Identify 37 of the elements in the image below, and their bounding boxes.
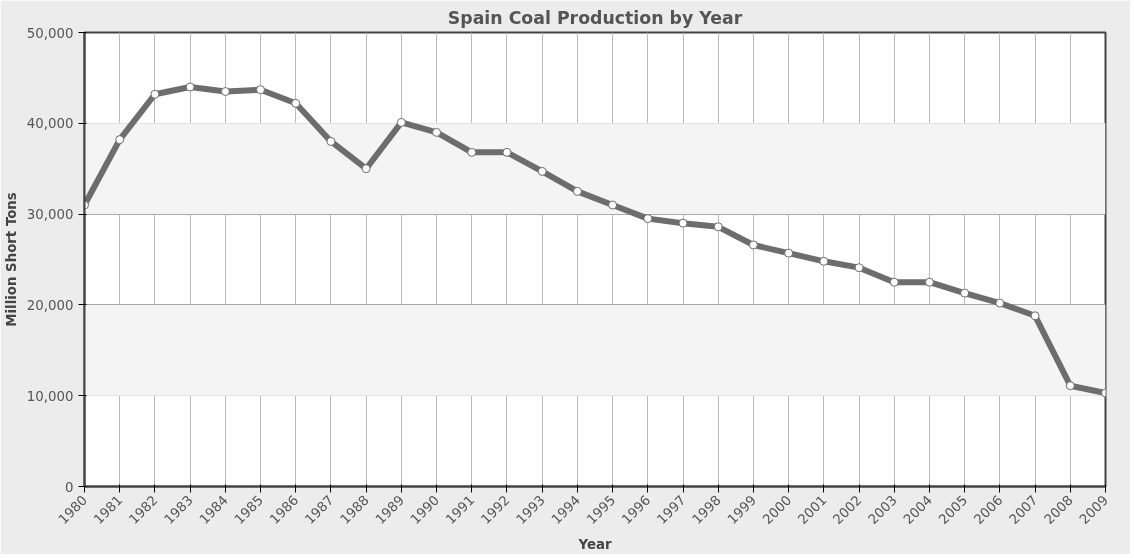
point [291, 98, 301, 108]
point [537, 166, 547, 176]
point [432, 127, 442, 137]
point [220, 87, 230, 97]
point [643, 214, 653, 224]
point [889, 277, 899, 287]
point [784, 248, 794, 258]
point [854, 263, 864, 273]
y-tick-label: 0 [65, 479, 74, 495]
chart-title: Spain Coal Production by Year [447, 7, 743, 28]
point [678, 218, 688, 228]
point [748, 240, 758, 250]
point [150, 89, 160, 99]
y-tick-label: 20,000 [26, 297, 74, 313]
point [115, 135, 125, 145]
point [256, 85, 266, 95]
point [502, 147, 512, 157]
point [396, 117, 406, 127]
y-tick-label: 10,000 [26, 388, 74, 404]
y-tick-label: 50,000 [26, 25, 74, 41]
y-tick-label: 40,000 [26, 116, 74, 132]
point [713, 222, 723, 232]
point [326, 136, 336, 146]
point [467, 147, 477, 157]
point [924, 277, 934, 287]
point [185, 82, 195, 92]
y-axis-title: Million Short Tons [3, 192, 19, 327]
point [995, 298, 1005, 308]
x-axis-title: Year [577, 536, 612, 552]
point [361, 164, 371, 174]
point [1065, 381, 1075, 391]
point [1030, 311, 1040, 321]
point [572, 186, 582, 196]
point [960, 288, 970, 298]
point [819, 256, 829, 266]
y-tick-label: 30,000 [26, 207, 74, 223]
point [608, 200, 618, 210]
